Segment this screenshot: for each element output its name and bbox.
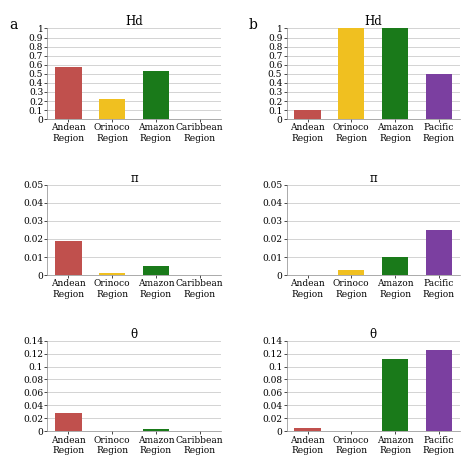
Bar: [338, 28, 365, 119]
Title: π: π: [130, 172, 138, 184]
Title: θ: θ: [370, 328, 377, 341]
Bar: [426, 350, 452, 431]
Bar: [143, 266, 169, 275]
Title: π: π: [369, 172, 377, 184]
Text: b: b: [248, 18, 257, 32]
Bar: [382, 28, 408, 119]
Bar: [294, 428, 320, 431]
Text: a: a: [9, 18, 18, 32]
Title: θ: θ: [130, 328, 137, 341]
Bar: [426, 230, 452, 275]
Bar: [294, 110, 320, 119]
Bar: [338, 270, 365, 275]
Bar: [426, 74, 452, 119]
Bar: [382, 359, 408, 431]
Bar: [55, 67, 82, 119]
Bar: [143, 429, 169, 431]
Bar: [99, 273, 125, 275]
Title: Hd: Hd: [125, 16, 143, 28]
Bar: [143, 71, 169, 119]
Bar: [99, 99, 125, 119]
Bar: [55, 241, 82, 275]
Title: Hd: Hd: [365, 16, 382, 28]
Bar: [55, 413, 82, 431]
Bar: [382, 257, 408, 275]
